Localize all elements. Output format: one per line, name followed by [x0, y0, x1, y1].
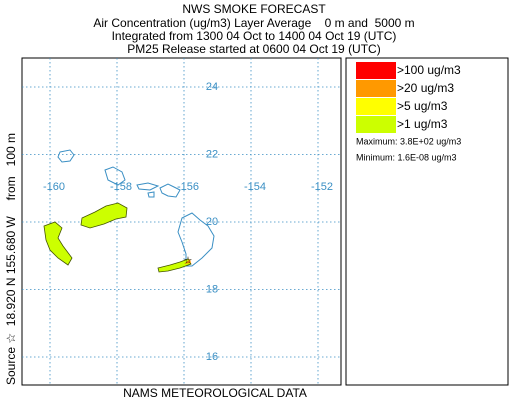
legend-label: >20 ug/m3 — [397, 81, 454, 95]
source-marker: ☆ — [184, 256, 193, 267]
island-oahu — [104, 166, 126, 186]
legend-maximum: Maximum: 3.8E+02 ug/m3 — [356, 136, 461, 146]
legend: >100 ug/m3 >20 ug/m3 >5 ug/m3 >1 ug/m3 Maxim… — [356, 62, 461, 162]
plume — [157, 258, 192, 273]
plume — [43, 221, 73, 266]
title: NWS SMOKE FORECAST — [182, 2, 326, 16]
island-maui — [159, 183, 181, 198]
lat-label: 24 — [206, 81, 218, 93]
coastlines — [57, 149, 215, 267]
smoke-plumes — [43, 202, 192, 273]
plume-core — [184, 259, 191, 264]
plume — [80, 202, 128, 229]
lon-label: -156 — [177, 181, 199, 193]
legend-label: >5 ug/m3 — [397, 99, 448, 113]
lat-label: 18 — [206, 283, 218, 295]
lon-label: -152 — [311, 181, 333, 193]
lat-label: 16 — [206, 351, 218, 363]
lon-label: -160 — [43, 181, 65, 193]
subtitle: PM25 Release started at 0600 04 Oct 19 (… — [127, 42, 380, 56]
legend-swatch — [356, 62, 396, 79]
lon-label: -154 — [244, 181, 266, 193]
island-hawaii — [177, 212, 215, 267]
legend-swatch — [356, 80, 396, 97]
legend-minimum: Minimum: 1.6E-08 ug/m3 — [356, 152, 457, 162]
legend-label: >100 ug/m3 — [397, 63, 461, 77]
island-molokai — [136, 182, 160, 191]
footer: NAMS METEOROLOGICAL DATA — [123, 386, 307, 400]
legend-swatch — [356, 98, 396, 115]
height-label: from 100 m — [4, 133, 18, 200]
source-label: Source ☆ 18.920 N 155.680 W — [4, 215, 18, 385]
lat-label: 20 — [206, 216, 218, 228]
lat-label: 22 — [206, 148, 218, 160]
island-kauai — [57, 149, 75, 163]
subtitle: Integrated from 1300 04 Oct to 1400 04 O… — [112, 29, 397, 43]
legend-label: >1 ug/m3 — [397, 117, 448, 131]
island-lanai — [147, 191, 155, 198]
legend-swatch — [356, 116, 396, 133]
subtitle: Air Concentration (ug/m3) Layer Average … — [93, 16, 414, 30]
